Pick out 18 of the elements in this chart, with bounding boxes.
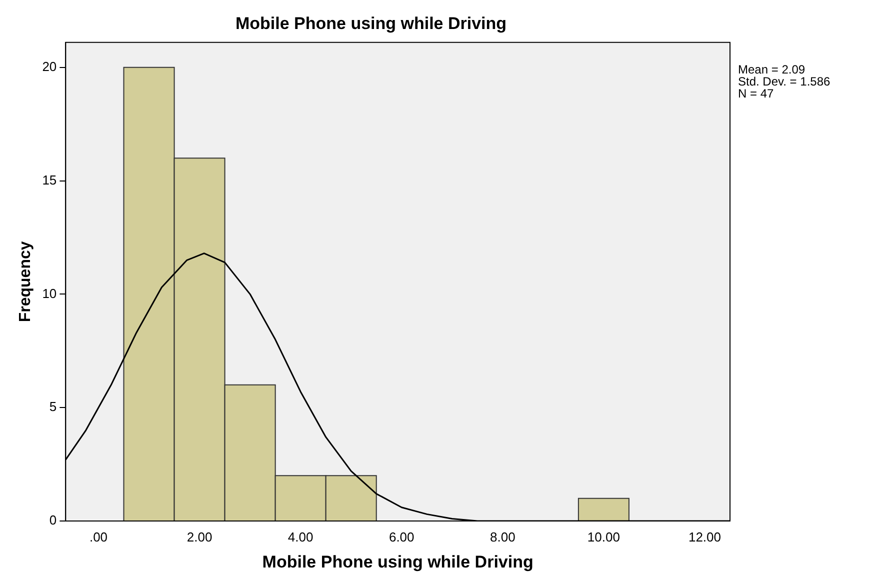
y-axis-title: Frequency bbox=[17, 241, 34, 322]
x-tick-label: 8.00 bbox=[490, 529, 516, 544]
y-tick-label: 5 bbox=[49, 399, 57, 414]
y-tick-label: 0 bbox=[49, 512, 57, 528]
text: Std. Dev. = 1.586 bbox=[738, 74, 830, 89]
text: Mean = 2.09 bbox=[738, 62, 806, 77]
x-tick-label: 4.00 bbox=[288, 529, 314, 544]
y-tick-label: 10 bbox=[42, 286, 57, 301]
x-tick-label: 2.00 bbox=[186, 529, 212, 544]
x-tick-label: 10.00 bbox=[587, 529, 620, 544]
x-tick-label: 12.00 bbox=[688, 529, 722, 544]
chart-title: Mobile Phone using while Driving bbox=[235, 14, 507, 33]
y-tick-label: 15 bbox=[42, 172, 57, 188]
x-tick-label: .00 bbox=[89, 529, 108, 544]
y-tick-label: 20 bbox=[42, 58, 57, 74]
x-axis-title: Mobile Phone using while Driving bbox=[262, 552, 534, 572]
text: N = 47 bbox=[738, 86, 774, 101]
x-tick-label: 6.00 bbox=[388, 529, 414, 544]
